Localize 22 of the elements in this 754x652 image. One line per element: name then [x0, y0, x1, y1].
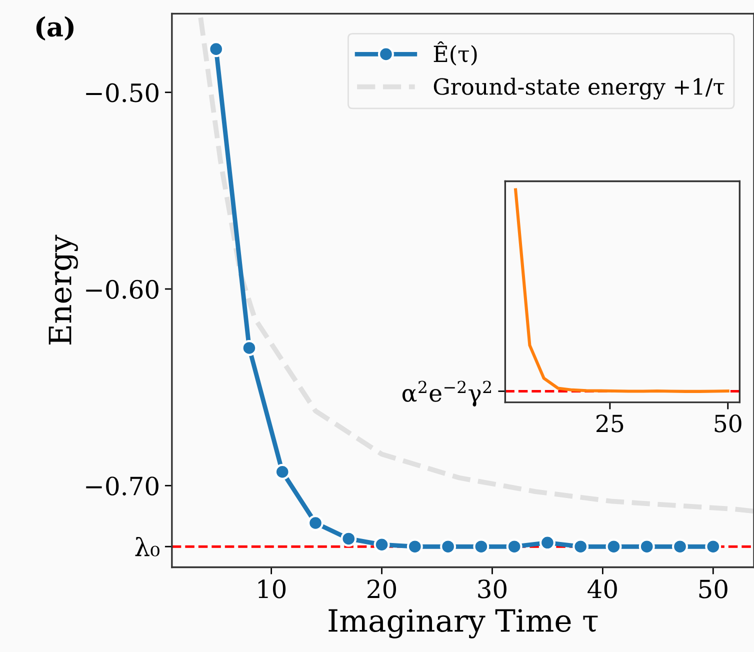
text: (a) — [36, 16, 74, 40]
point — [340, 530, 357, 547]
y-axis-title: Energy — [48, 234, 78, 345]
x-tick-label: 50 — [699, 579, 728, 598]
x-axis-title: Imaginary Time τ — [328, 609, 598, 638]
point — [308, 515, 324, 531]
x-tick-label: 25 — [596, 414, 624, 432]
legend-label: Ê(τ) — [434, 41, 477, 66]
line-series — [198, 15, 754, 514]
y-tick-label: −0.70 — [86, 476, 158, 496]
x-tick-label: 30 — [478, 579, 506, 598]
point — [274, 464, 290, 480]
x-tick-label: 20 — [368, 579, 396, 598]
y-tick-label: −0.60 — [86, 280, 158, 299]
y-tick-label: λ₀ — [135, 536, 160, 556]
point — [241, 340, 258, 356]
x-tick-label: 50 — [714, 414, 742, 432]
x-tick-label: 40 — [588, 579, 617, 598]
legend-label: Ground-state energy +1/τ — [434, 78, 724, 100]
y-tick-label: −0.50 — [86, 83, 158, 102]
ref-line-label: α$^{2}$e$^{−2}$γ$^{2}$ — [402, 380, 491, 407]
x-tick-label: 10 — [258, 579, 286, 598]
